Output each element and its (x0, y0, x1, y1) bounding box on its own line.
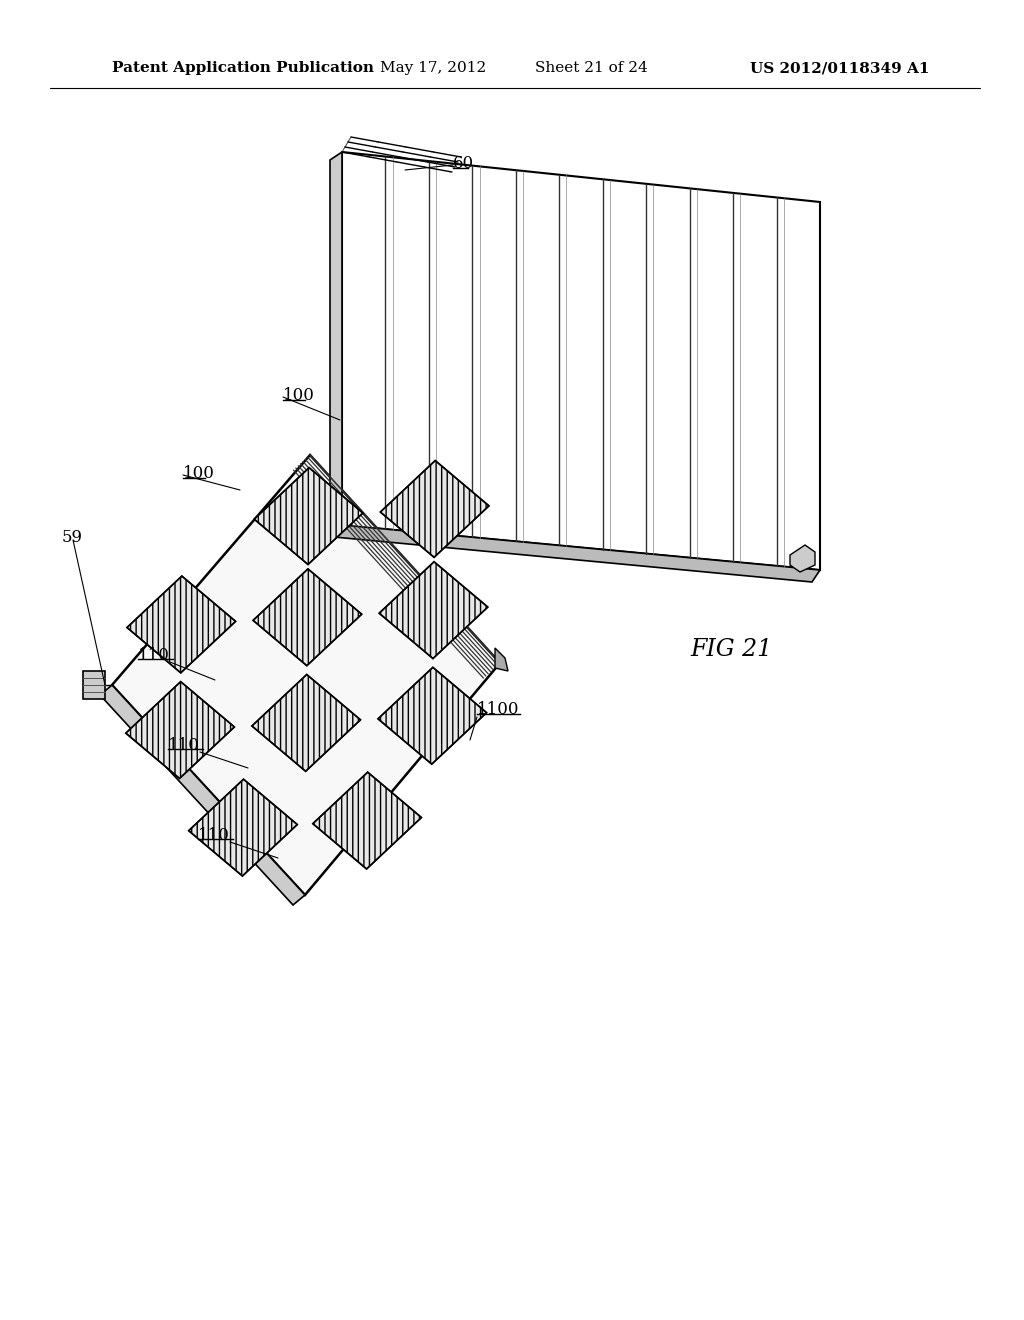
Polygon shape (378, 668, 486, 764)
Polygon shape (342, 152, 820, 570)
Polygon shape (127, 576, 236, 673)
Text: 60: 60 (453, 154, 474, 172)
Polygon shape (330, 152, 342, 533)
Polygon shape (312, 772, 422, 869)
Text: Patent Application Publication: Patent Application Publication (112, 61, 374, 75)
Text: 100: 100 (283, 387, 314, 404)
Polygon shape (100, 685, 305, 906)
Polygon shape (83, 671, 105, 700)
Text: 110: 110 (168, 737, 200, 754)
Polygon shape (380, 461, 489, 557)
Polygon shape (188, 779, 297, 876)
Polygon shape (254, 467, 362, 565)
Polygon shape (790, 545, 815, 572)
Text: 59: 59 (62, 528, 83, 545)
Text: US 2012/0118349 A1: US 2012/0118349 A1 (750, 61, 930, 75)
Text: May 17, 2012: May 17, 2012 (380, 61, 486, 75)
Text: FIG 21: FIG 21 (690, 639, 772, 661)
Polygon shape (252, 675, 360, 771)
Text: Sheet 21 of 24: Sheet 21 of 24 (535, 61, 648, 75)
Text: 1100: 1100 (477, 701, 519, 718)
Polygon shape (379, 562, 487, 659)
Polygon shape (112, 455, 500, 895)
Polygon shape (253, 569, 361, 665)
Polygon shape (334, 525, 820, 582)
Polygon shape (126, 681, 234, 779)
Text: 100: 100 (183, 465, 215, 482)
Polygon shape (495, 648, 508, 671)
Text: 110: 110 (198, 826, 229, 843)
Text: 110: 110 (138, 647, 170, 664)
